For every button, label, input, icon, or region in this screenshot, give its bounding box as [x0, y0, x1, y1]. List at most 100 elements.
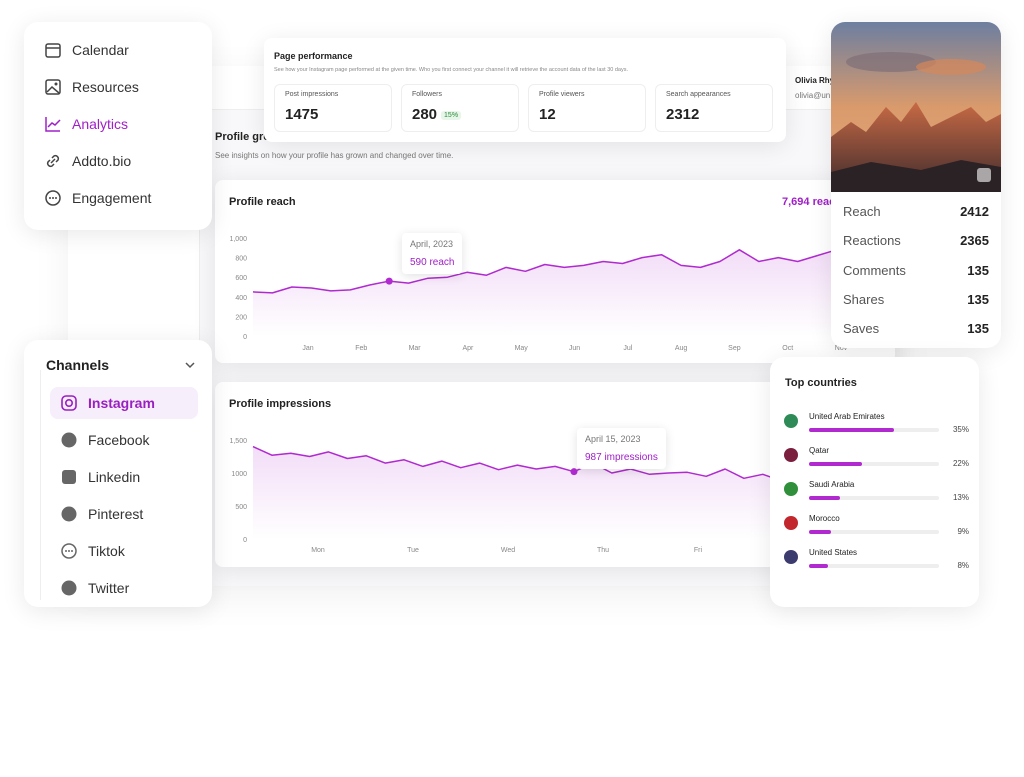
channel-item[interactable]: Facebook: [50, 424, 198, 456]
channel-label: Pinterest: [88, 506, 144, 522]
channel-item[interactable]: Linkedin: [50, 461, 198, 493]
channel-label: Facebook: [88, 432, 150, 448]
icon: [45, 117, 61, 132]
y-tick-label: 400: [235, 295, 247, 302]
post-card: Reach 2412 Reactions 2365 Comments 135 Shares 1…: [831, 22, 1001, 348]
icon: [61, 506, 77, 522]
nav-item[interactable]: Addto.bio: [44, 152, 131, 170]
country-name: United Arab Emirates: [809, 412, 885, 421]
channel-item[interactable]: Tiktok: [50, 535, 198, 567]
country-share: 22%: [952, 459, 969, 468]
page-performance-card: Page performance See how your Instagram …: [264, 38, 786, 142]
chart-title: Profile reach: [229, 196, 296, 208]
x-tick-label: Apr: [462, 345, 474, 352]
y-tick-label: 1000: [231, 471, 247, 478]
x-tick-label: Mon: [311, 547, 325, 554]
countries-card: Top countries United Arab Emirates 35% Qat…: [770, 357, 979, 607]
tooltip-date: April, 2023: [410, 239, 454, 249]
nav-item[interactable]: Resources: [44, 78, 139, 96]
icon: [61, 543, 77, 559]
stat-row: Shares 135: [843, 292, 989, 307]
flag: [784, 516, 798, 530]
growth-title: Profile gro: [215, 131, 271, 143]
channels-title: Channels: [46, 357, 110, 373]
country-row: United States 8%: [784, 548, 969, 578]
pp-subtitle: See how your Instagram page performed at…: [274, 67, 629, 73]
chart-title: Profile impressions: [229, 398, 332, 410]
icon: [61, 580, 77, 596]
stat-value: 135: [967, 262, 989, 278]
bar-track: [809, 564, 939, 568]
y-tick-label: 500: [235, 504, 247, 511]
country-row: Saudi Arabia 13%: [784, 480, 969, 510]
metric-value: 12: [539, 106, 635, 123]
icon: [61, 432, 77, 448]
y-tick-label: 200: [235, 314, 247, 321]
metric-value: 2312: [666, 106, 762, 123]
pp-title: Page performance: [274, 51, 353, 61]
icon: [45, 79, 61, 95]
x-tick-label: May: [515, 345, 529, 352]
nav-item[interactable]: Engagement: [44, 189, 151, 207]
channel-item[interactable]: Twitter: [50, 572, 198, 604]
y-tick-label: 1,500: [229, 438, 247, 445]
line: [252, 249, 895, 294]
metric-change: 15%: [441, 110, 462, 120]
x-tick-label: Aug: [675, 345, 688, 352]
x-tick-label: Sep: [728, 345, 741, 352]
channel-label: Tiktok: [88, 543, 125, 559]
user-name: Olivia Rhy: [795, 76, 835, 85]
nav-label: Addto.bio: [72, 153, 132, 169]
x-tick-label: Oct: [782, 345, 793, 352]
area: [253, 249, 895, 336]
metric-value: 280 15%: [412, 106, 508, 123]
icon: [62, 470, 76, 484]
stat-row: Reach 2412: [843, 204, 989, 219]
bar: [809, 428, 894, 432]
chevron[interactable]: [184, 360, 196, 370]
stat-label: Saves: [843, 321, 880, 337]
icon: [61, 395, 77, 411]
metric-box: Followers 280 15%: [401, 84, 519, 132]
metric-label: Search appearances: [666, 91, 731, 98]
country-name: Morocco: [809, 514, 840, 523]
metric-number: 280: [412, 106, 438, 123]
stat-value: 135: [967, 291, 989, 307]
stat-label: Shares: [843, 291, 885, 307]
chart-plot: 0 200 400 600 800 1,000 Jan Feb Mar Apr May Jun Jul A…: [229, 236, 895, 352]
x-tick-label: Fri: [694, 547, 703, 554]
post-image: [831, 22, 1001, 192]
y-tick-label: 0: [243, 334, 247, 341]
nav-item[interactable]: Calendar: [44, 41, 129, 59]
x-tick-label: Mar: [409, 345, 422, 352]
flag: [784, 482, 798, 496]
channel-item[interactable]: Instagram: [50, 387, 198, 419]
nav-item[interactable]: Analytics: [44, 115, 128, 133]
bar-track: [809, 496, 939, 500]
stat-value: 2412: [960, 204, 989, 219]
area: [253, 446, 895, 539]
nav-card: Calendar Resources Analytics Addto.bio Engag…: [24, 22, 212, 230]
metric-label: Followers: [412, 91, 442, 98]
y-tick-label: 0: [243, 537, 247, 544]
country-row: United Arab Emirates 35%: [784, 412, 969, 442]
country-name: Qatar: [809, 446, 830, 455]
flag: [784, 448, 798, 462]
y-tick-label: 600: [235, 275, 247, 282]
channel-item[interactable]: Pinterest: [50, 498, 198, 530]
chart-total: 7,694 reach: [782, 196, 842, 208]
y-tick-label: 1,000: [229, 236, 247, 243]
channels-card: Channels Instagram Facebook Linkedin Pinter…: [24, 340, 212, 607]
metric-box: Post impressions 1475: [274, 84, 392, 132]
nav-label: Resources: [72, 79, 139, 95]
stat-row: Reactions 2365: [843, 233, 989, 248]
country-share: 35%: [952, 425, 969, 434]
stat-value: 2365: [960, 233, 989, 249]
channel-label: Instagram: [88, 395, 155, 411]
nav-label: Engagement: [72, 190, 152, 206]
chart-plot: 0 500 1000 1,500 Mon Tue Wed Thu Fri: [229, 438, 895, 554]
bar-track: [809, 462, 939, 466]
y-tick-label: 800: [235, 256, 247, 263]
x-tick-label: Jul: [623, 345, 632, 352]
user-email: olivia@un: [795, 91, 831, 100]
